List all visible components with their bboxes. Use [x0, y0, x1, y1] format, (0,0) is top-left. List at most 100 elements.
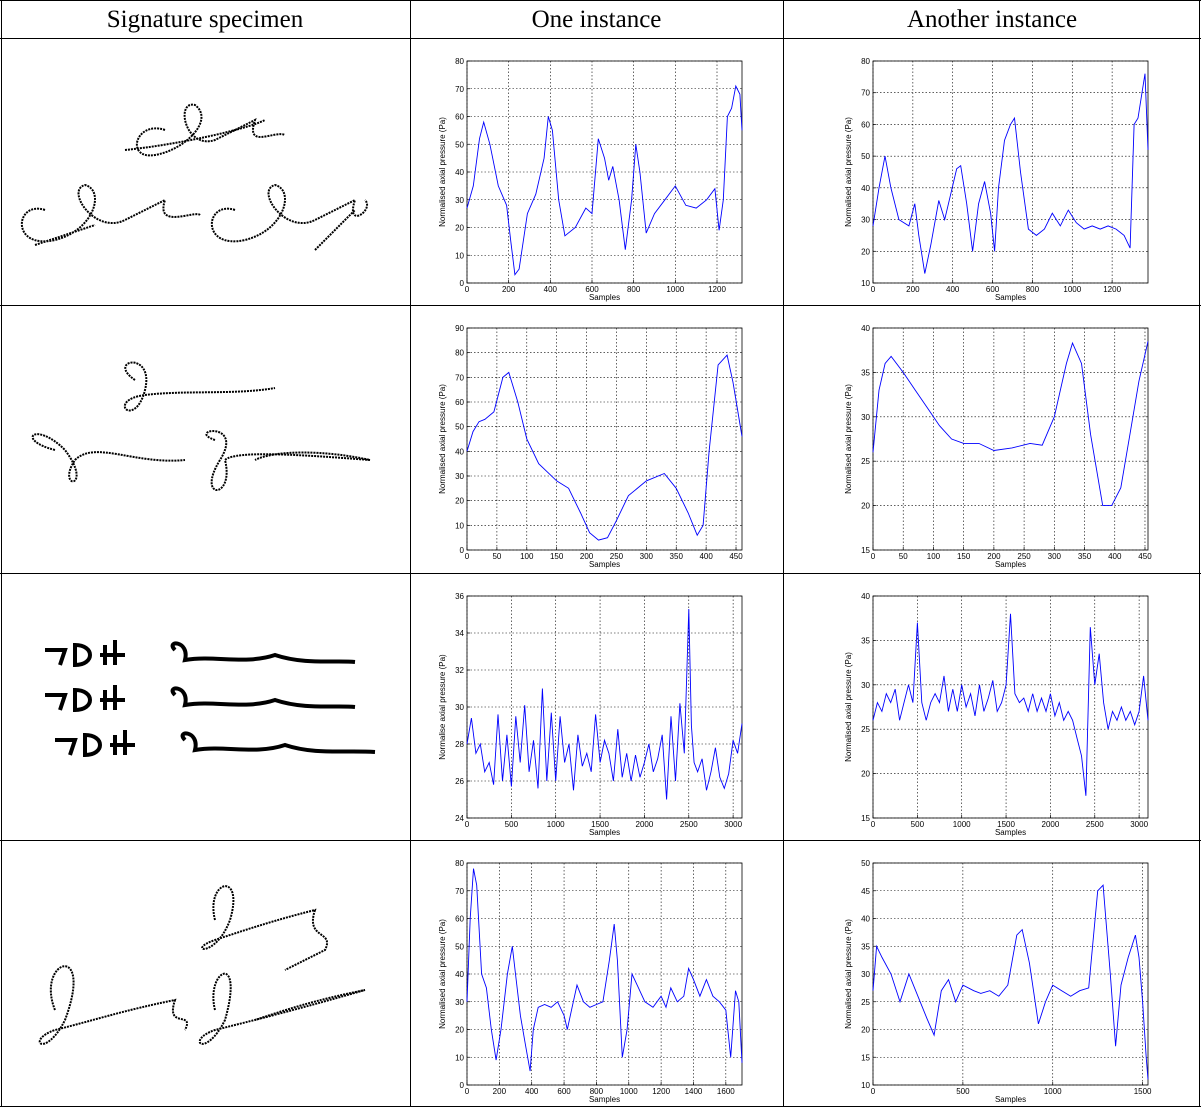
- plot-area: [873, 61, 1148, 283]
- y-tick-label: 60: [455, 113, 464, 122]
- x-tick-label: 1000: [666, 285, 684, 294]
- y-tick-label: 28: [455, 740, 464, 749]
- y-tick-label: 30: [861, 970, 870, 979]
- rule: [0, 840, 1201, 841]
- signature-image: [15, 340, 395, 540]
- x-axis-label: Samples: [995, 560, 1026, 569]
- y-axis-label: Normalise axial pressure (Pa): [438, 654, 447, 760]
- y-tick-label: 34: [455, 629, 464, 638]
- x-tick-label: 500: [956, 1087, 970, 1096]
- y-axis-label: Normalised axial pressure (Pa): [844, 384, 853, 494]
- y-tick-label: 20: [861, 502, 870, 511]
- x-tick-label: 1200: [1103, 285, 1121, 294]
- x-tick-label: 2500: [1086, 820, 1104, 829]
- x-axis-label: Samples: [589, 560, 620, 569]
- rule: [410, 0, 411, 1107]
- y-axis-label: Normalised axial pressure (Pa): [438, 117, 447, 227]
- plot-area: [873, 328, 1148, 550]
- x-tick-label: 600: [557, 1087, 571, 1096]
- x-tick-label: 1500: [1134, 1087, 1152, 1096]
- y-tick-label: 90: [455, 324, 464, 333]
- x-tick-label: 800: [1026, 285, 1040, 294]
- x-tick-label: 1000: [953, 820, 971, 829]
- rule: [1, 0, 2, 1107]
- y-tick-label: 50: [455, 942, 464, 951]
- y-tick-label: 40: [455, 168, 464, 177]
- x-axis-label: Samples: [995, 293, 1026, 302]
- y-tick-label: 30: [455, 196, 464, 205]
- x-tick-label: 50: [492, 552, 501, 561]
- x-tick-label: 0: [465, 285, 470, 294]
- y-tick-label: 80: [455, 57, 464, 66]
- x-tick-label: 0: [871, 1087, 876, 1096]
- rule: [0, 305, 1201, 306]
- x-tick-label: 3000: [1130, 820, 1148, 829]
- x-tick-label: 1000: [620, 1087, 638, 1096]
- y-tick-label: 80: [861, 57, 870, 66]
- page: Signature specimen One instance Another …: [0, 0, 1201, 1108]
- y-tick-label: 10: [455, 1053, 464, 1062]
- y-tick-label: 15: [861, 814, 870, 823]
- x-tick-label: 200: [493, 1087, 507, 1096]
- y-tick-label: 40: [861, 592, 870, 601]
- x-tick-label: 0: [871, 820, 876, 829]
- y-axis-label: Normalised axial pressure (Pa): [844, 919, 853, 1029]
- x-tick-label: 800: [627, 285, 641, 294]
- x-tick-label: 400: [946, 285, 960, 294]
- x-tick-label: 1000: [1044, 1087, 1062, 1096]
- x-tick-label: 300: [1048, 552, 1062, 561]
- y-tick-label: 70: [455, 85, 464, 94]
- y-tick-label: 30: [861, 413, 870, 422]
- y-tick-label: 20: [455, 497, 464, 506]
- x-tick-label: 450: [729, 552, 743, 561]
- header-cell: Another instance: [783, 1, 1201, 38]
- y-axis-label: Normalised axial pressure (Pa): [438, 919, 447, 1029]
- rule: [783, 0, 784, 1107]
- x-tick-label: 400: [699, 552, 713, 561]
- rule: [0, 1106, 1201, 1107]
- x-tick-label: 400: [544, 285, 558, 294]
- y-tick-label: 32: [455, 666, 464, 675]
- x-tick-label: 0: [871, 552, 876, 561]
- y-tick-label: 10: [455, 251, 464, 260]
- x-tick-label: 100: [520, 552, 534, 561]
- x-axis-label: Samples: [995, 1095, 1026, 1104]
- y-tick-label: 30: [861, 681, 870, 690]
- x-tick-label: 2000: [636, 820, 654, 829]
- x-tick-label: 500: [911, 820, 925, 829]
- plot-area: [873, 596, 1148, 818]
- y-tick-label: 30: [455, 998, 464, 1007]
- y-tick-label: 40: [861, 184, 870, 193]
- x-tick-label: 2000: [1042, 820, 1060, 829]
- x-axis-label: Samples: [589, 293, 620, 302]
- x-tick-label: 0: [465, 820, 470, 829]
- y-tick-label: 35: [861, 942, 870, 951]
- y-tick-label: 10: [861, 279, 870, 288]
- y-tick-label: 40: [861, 915, 870, 924]
- y-tick-label: 15: [861, 1053, 870, 1062]
- x-tick-label: 1200: [708, 285, 726, 294]
- y-tick-label: 24: [455, 814, 464, 823]
- x-axis-label: Samples: [589, 1095, 620, 1104]
- x-tick-label: 1000: [547, 820, 565, 829]
- x-tick-label: 2500: [680, 820, 698, 829]
- x-tick-label: 1400: [685, 1087, 703, 1096]
- y-tick-label: 15: [861, 546, 870, 555]
- y-axis-label: Normalised axial pressure (Pa): [844, 117, 853, 227]
- y-tick-label: 45: [861, 887, 870, 896]
- y-axis-label: Normalised axial pressure (Pa): [438, 384, 447, 494]
- y-tick-label: 20: [861, 1026, 870, 1035]
- y-tick-label: 25: [861, 457, 870, 466]
- rule: [0, 0, 1201, 1]
- signature-image: [15, 60, 395, 290]
- x-tick-label: 3000: [724, 820, 742, 829]
- y-tick-label: 10: [455, 521, 464, 530]
- x-tick-label: 200: [502, 285, 516, 294]
- x-tick-label: 0: [465, 552, 470, 561]
- x-tick-label: 300: [640, 552, 654, 561]
